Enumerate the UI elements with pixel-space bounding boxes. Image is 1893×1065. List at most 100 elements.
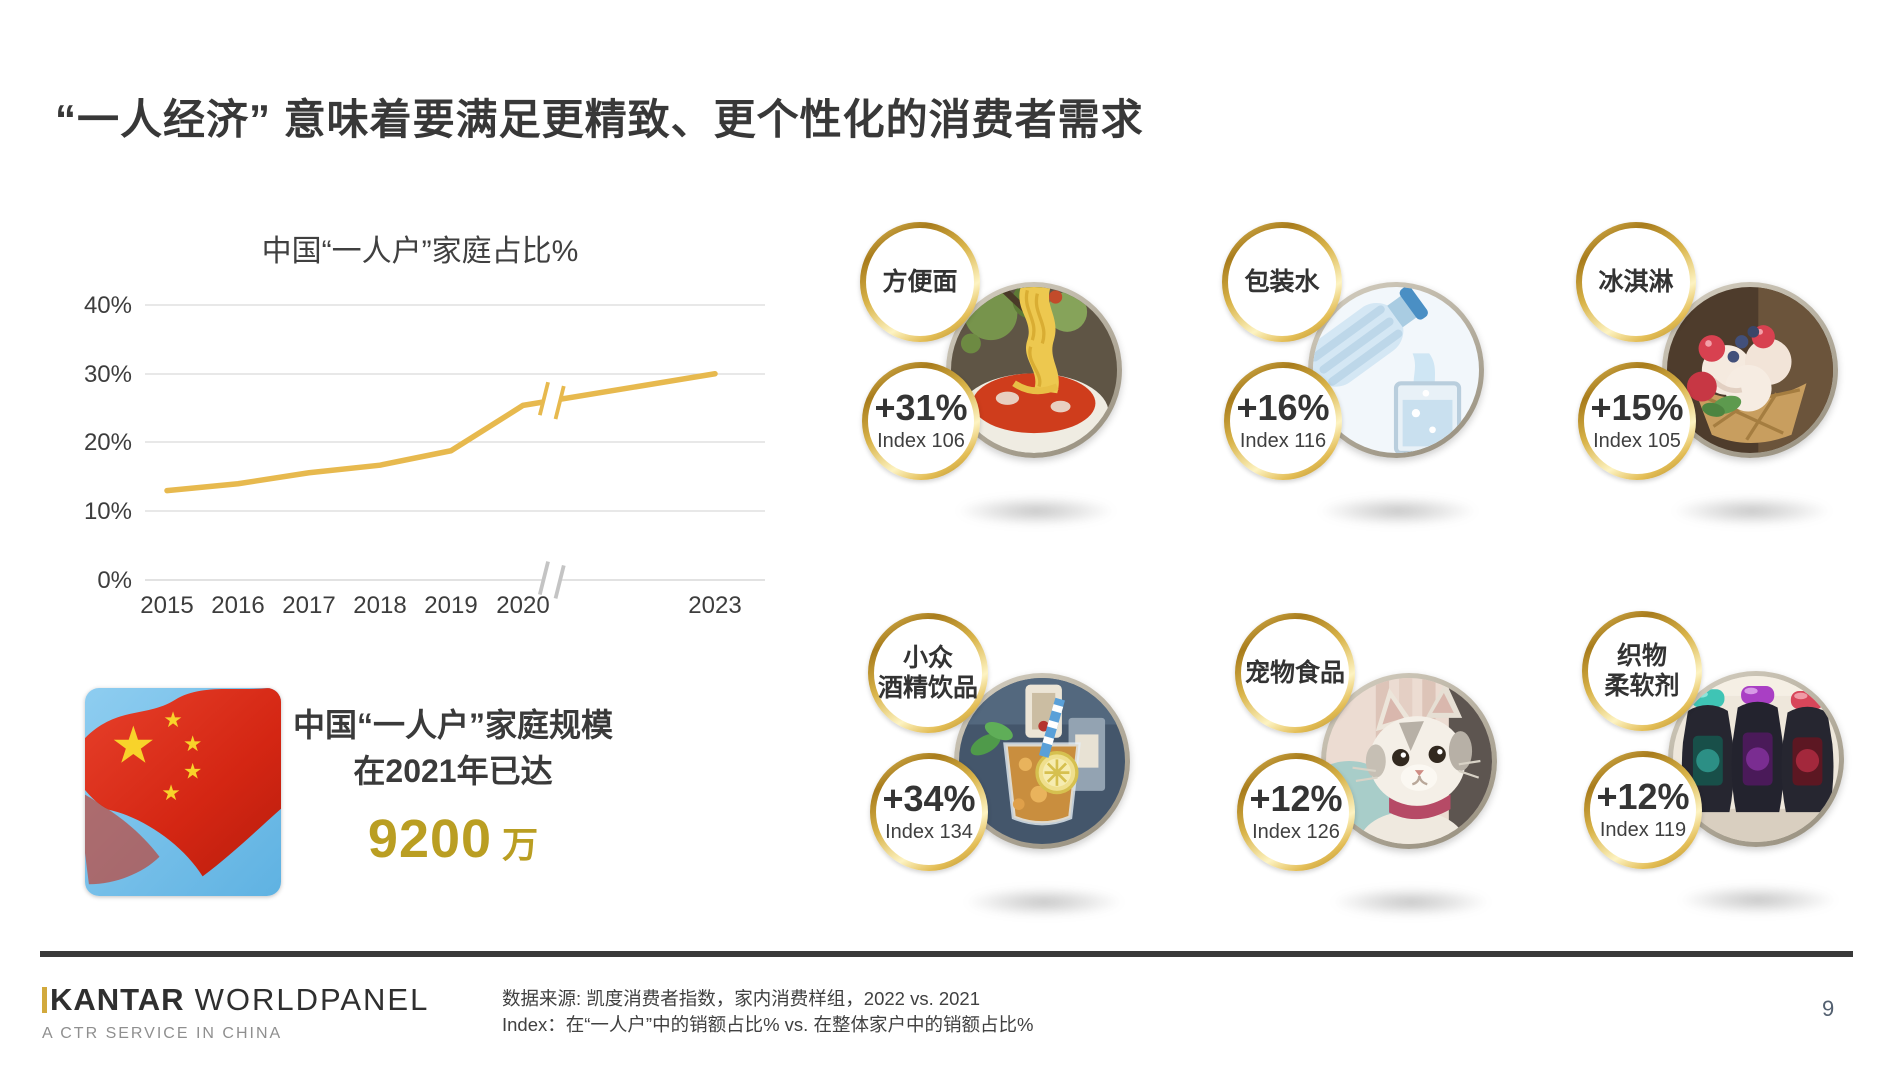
x-axis-label: 2020 xyxy=(496,592,549,619)
category-label-line: 酒精饮品 xyxy=(877,674,978,702)
household-share-line-chart: 40% 30% 20% 10% 0% 2015 2016 2017 2018 2019 2020 20… xyxy=(84,292,765,619)
category-growth-value: +31% xyxy=(874,387,968,429)
category-group-craft-alcohol: 小众 酒精饮品 +34% Index 134 xyxy=(868,613,1168,925)
x-axis-label: 2016 xyxy=(211,592,264,619)
category-label-inner: 包装水 xyxy=(1228,228,1336,336)
flag-star-small: ★ xyxy=(163,707,182,732)
category-label-badge: 小众 酒精饮品 xyxy=(868,613,988,733)
axis-break-mark xyxy=(537,561,566,599)
category-growth-inner: +15% Index 105 xyxy=(1584,368,1690,474)
category-growth-inner: +16% Index 116 xyxy=(1230,368,1336,474)
y-axis-label: 40% xyxy=(84,292,132,319)
category-group-bottled-water: 包装水 +16% Index 116 xyxy=(1222,222,1522,534)
category-label-line: 包装水 xyxy=(1244,268,1320,296)
category-label-line: 织物 xyxy=(1616,642,1667,670)
category-index-value: Index 119 xyxy=(1599,818,1687,841)
x-axis-label: 2023 xyxy=(688,592,741,619)
category-label-inner: 方便面 xyxy=(866,228,974,336)
highlight-stat-block: 中国“一人户”家庭规模 在2021年已达 9200 万 xyxy=(288,702,618,870)
category-growth-inner: +12% Index 119 xyxy=(1590,757,1696,863)
category-group-instant-noodles: 方便面 +31% Index 106 xyxy=(860,222,1160,534)
photo-shadow xyxy=(1672,496,1832,526)
brand-block: KANTAR WORLDPANEL A CTR SERVICE IN CHINA xyxy=(42,982,429,1043)
highlight-line2: 在2021年已达 xyxy=(353,753,553,789)
category-label-badge: 织物 柔软剂 xyxy=(1582,611,1702,731)
photo-shadow xyxy=(956,496,1116,526)
category-label-badge: 冰淇淋 xyxy=(1576,222,1696,342)
flag-star-small: ★ xyxy=(183,731,202,756)
category-label-badge: 包装水 xyxy=(1222,222,1342,342)
category-group-ice-cream: 冰淇淋 +15% Index 105 xyxy=(1576,222,1876,534)
photo-shadow xyxy=(1331,887,1491,917)
craft-alcohol-photo xyxy=(954,673,1130,849)
slide-title: “一人经济” 意味着要满足更精致、更个性化的消费者需求 xyxy=(55,96,1144,144)
highlight-line1: 中国“一人户”家庭规模 xyxy=(292,707,613,743)
x-axis-label: 2015 xyxy=(140,592,193,619)
flag-star-large: ★ xyxy=(110,717,156,774)
category-growth-badge: +12% Index 119 xyxy=(1584,751,1702,869)
y-axis-label: 0% xyxy=(97,567,132,594)
category-growth-value: +12% xyxy=(1596,776,1690,818)
category-label: 宠物食品 xyxy=(1245,658,1345,688)
category-index-value: Index 116 xyxy=(1239,429,1327,452)
footer-divider xyxy=(40,951,1853,957)
photo-shadow xyxy=(964,887,1124,917)
photo-shadow xyxy=(1318,496,1478,526)
flag-star-small: ★ xyxy=(183,758,202,783)
category-index-value: Index 134 xyxy=(885,820,973,843)
category-growth-inner: +31% Index 106 xyxy=(868,368,974,474)
category-growth-value: +15% xyxy=(1590,387,1684,429)
brand-gold-bar-icon xyxy=(42,987,47,1013)
category-index-value: Index 106 xyxy=(877,429,965,452)
category-group-fabric-softener: 织物 柔软剂 +12% Index 119 xyxy=(1582,611,1882,923)
category-label-line: 柔软剂 xyxy=(1604,672,1680,700)
brand-logo: KANTAR WORLDPANEL xyxy=(42,982,429,1018)
y-axis-label: 30% xyxy=(84,361,132,388)
brand-subtitle: A CTR SERVICE IN CHINA xyxy=(42,1025,283,1042)
category-growth-value: +16% xyxy=(1236,387,1330,429)
category-label-inner: 冰淇淋 xyxy=(1582,228,1690,336)
category-growth-inner: +12% Index 126 xyxy=(1243,759,1349,865)
category-label: 织物 柔软剂 xyxy=(1604,641,1679,701)
chart-title: 中国“一人户”家庭占比% xyxy=(261,235,579,268)
category-growth-inner: +34% Index 134 xyxy=(876,759,982,865)
pet-food-photo xyxy=(1321,673,1497,849)
category-label: 方便面 xyxy=(882,267,957,297)
category-label-line: 冰淇淋 xyxy=(1598,268,1674,296)
category-label-line: 宠物食品 xyxy=(1244,659,1345,687)
category-label: 小众 酒精饮品 xyxy=(878,643,978,703)
highlight-value-row: 9200 万 xyxy=(288,808,618,870)
highlight-unit: 万 xyxy=(502,824,539,865)
category-growth-value: +34% xyxy=(882,778,976,820)
brand-name-bold: KANTAR xyxy=(50,982,185,1017)
category-growth-badge: +31% Index 106 xyxy=(862,362,980,480)
category-label: 冰淇淋 xyxy=(1598,267,1673,297)
flag-star-small: ★ xyxy=(161,780,180,805)
china-flag-image: ★ ★ ★ ★ ★ xyxy=(85,688,281,896)
bottle-red xyxy=(1781,690,1834,813)
instant-noodles-photo xyxy=(946,282,1122,458)
x-axis-label: 2018 xyxy=(353,592,406,619)
china-flag-illustration: ★ ★ ★ ★ ★ xyxy=(85,688,281,896)
axis-break-mark xyxy=(537,381,566,420)
category-label-line: 小众 xyxy=(902,644,953,672)
category-label-inner: 宠物食品 xyxy=(1241,619,1349,727)
category-index-value: Index 126 xyxy=(1252,820,1340,843)
instant-noodles-illustration xyxy=(951,287,1117,453)
x-axis-label: 2019 xyxy=(424,592,477,619)
x-axis-label: 2017 xyxy=(282,592,335,619)
category-growth-badge: +34% Index 134 xyxy=(870,753,988,871)
ice-cream-illustration xyxy=(1667,287,1833,453)
craft-alcohol-illustration xyxy=(959,678,1125,844)
y-axis-label: 10% xyxy=(84,498,132,525)
page-number: 9 xyxy=(1822,996,1835,1021)
highlight-value: 9200 xyxy=(367,809,493,869)
category-growth-value: +12% xyxy=(1249,778,1343,820)
category-growth-badge: +16% Index 116 xyxy=(1224,362,1342,480)
bottle-purple xyxy=(1731,685,1784,813)
source-line2: Index：在“一人户”中的销额占比% vs. 在整体家户中的销额占比% xyxy=(502,1014,1034,1035)
source-note: 数据来源: 凯度消费者指数，家内消费样组，2022 vs. 2021 Index… xyxy=(502,986,1033,1038)
category-index-value: Index 105 xyxy=(1593,429,1681,452)
category-label: 包装水 xyxy=(1244,267,1319,297)
